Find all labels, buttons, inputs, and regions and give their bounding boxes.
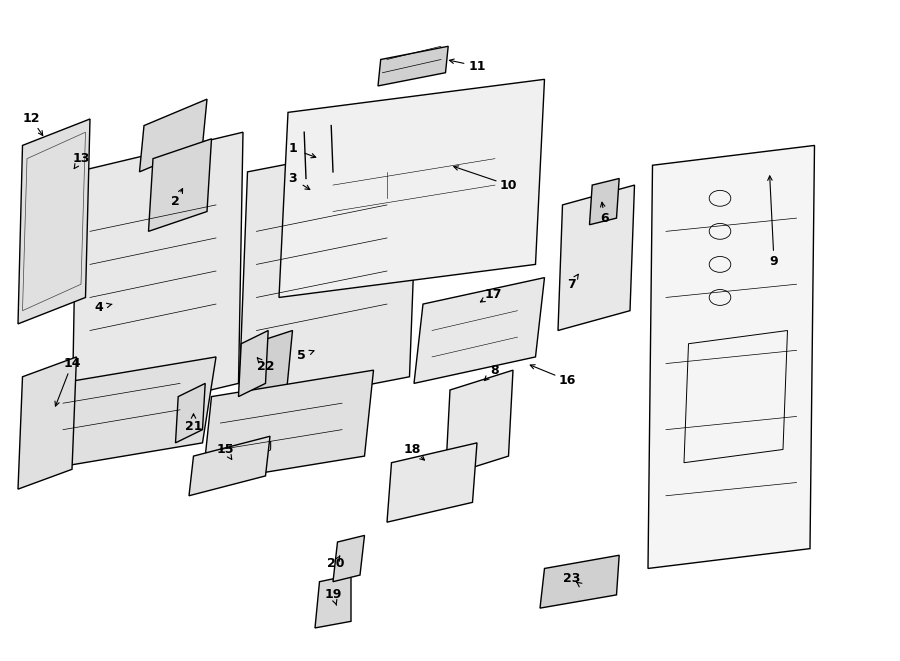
Polygon shape: [140, 99, 207, 172]
Polygon shape: [202, 370, 374, 483]
Text: 8: 8: [491, 364, 500, 377]
Polygon shape: [279, 79, 544, 297]
Polygon shape: [148, 139, 211, 231]
Text: 23: 23: [562, 572, 580, 585]
Polygon shape: [540, 555, 619, 608]
Text: 10: 10: [500, 178, 518, 192]
Polygon shape: [18, 119, 90, 324]
Text: 19: 19: [324, 588, 342, 602]
Polygon shape: [238, 330, 268, 397]
Polygon shape: [590, 178, 619, 225]
Polygon shape: [648, 145, 814, 568]
Polygon shape: [238, 139, 418, 410]
Text: 18: 18: [403, 443, 421, 456]
Text: 22: 22: [256, 360, 274, 373]
Text: 9: 9: [770, 254, 778, 268]
Polygon shape: [333, 535, 364, 582]
Polygon shape: [243, 330, 292, 436]
Polygon shape: [189, 436, 270, 496]
Polygon shape: [414, 278, 544, 383]
Polygon shape: [387, 443, 477, 522]
Text: 1: 1: [288, 142, 297, 155]
Polygon shape: [72, 132, 243, 423]
Text: 4: 4: [94, 301, 104, 314]
Text: 14: 14: [63, 357, 81, 370]
Polygon shape: [176, 383, 205, 443]
Text: 13: 13: [72, 152, 90, 165]
Text: 7: 7: [567, 278, 576, 291]
Polygon shape: [18, 357, 76, 489]
Text: 3: 3: [288, 172, 297, 185]
Text: 15: 15: [216, 443, 234, 456]
Text: 5: 5: [297, 349, 306, 362]
Text: 6: 6: [600, 212, 609, 225]
Text: 2: 2: [171, 195, 180, 208]
Text: J: J: [268, 442, 272, 451]
Text: 21: 21: [184, 420, 202, 433]
Polygon shape: [446, 370, 513, 476]
Text: 16: 16: [558, 373, 576, 387]
Polygon shape: [288, 112, 351, 185]
Text: 17: 17: [484, 288, 502, 301]
Polygon shape: [558, 185, 634, 330]
Polygon shape: [45, 357, 216, 469]
Text: 20: 20: [327, 557, 345, 570]
Text: 12: 12: [22, 112, 40, 126]
Polygon shape: [378, 46, 448, 86]
Text: 11: 11: [468, 59, 486, 73]
Polygon shape: [315, 575, 351, 628]
